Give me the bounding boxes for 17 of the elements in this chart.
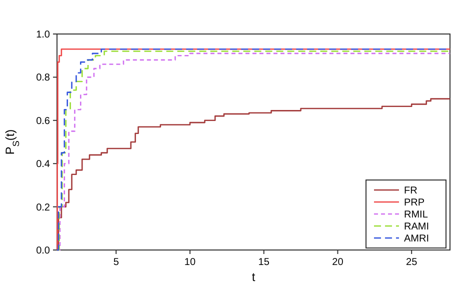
y-tick-label: 0.6 <box>36 116 50 127</box>
legend-label: RAMI <box>404 222 429 232</box>
x-tick-label: 20 <box>332 257 344 268</box>
x-tick-label: 10 <box>184 257 196 268</box>
legend-label: RMIL <box>404 210 428 220</box>
y-tick-label: 0.4 <box>36 159 50 170</box>
legend-label: PRP <box>404 198 425 208</box>
x-tick-label: 25 <box>406 257 418 268</box>
y-tick-label: 1.0 <box>36 30 50 40</box>
y-tick-label: 0.2 <box>36 202 50 214</box>
y-tick-label: 0.8 <box>36 72 50 84</box>
legend-label: FR <box>404 186 418 196</box>
x-axis-title: t <box>252 270 256 284</box>
legend-label: AMRI <box>404 234 429 244</box>
y-tick-label: 0.0 <box>36 246 50 256</box>
x-tick-label: 15 <box>258 257 270 268</box>
x-tick-label: 5 <box>113 257 120 268</box>
